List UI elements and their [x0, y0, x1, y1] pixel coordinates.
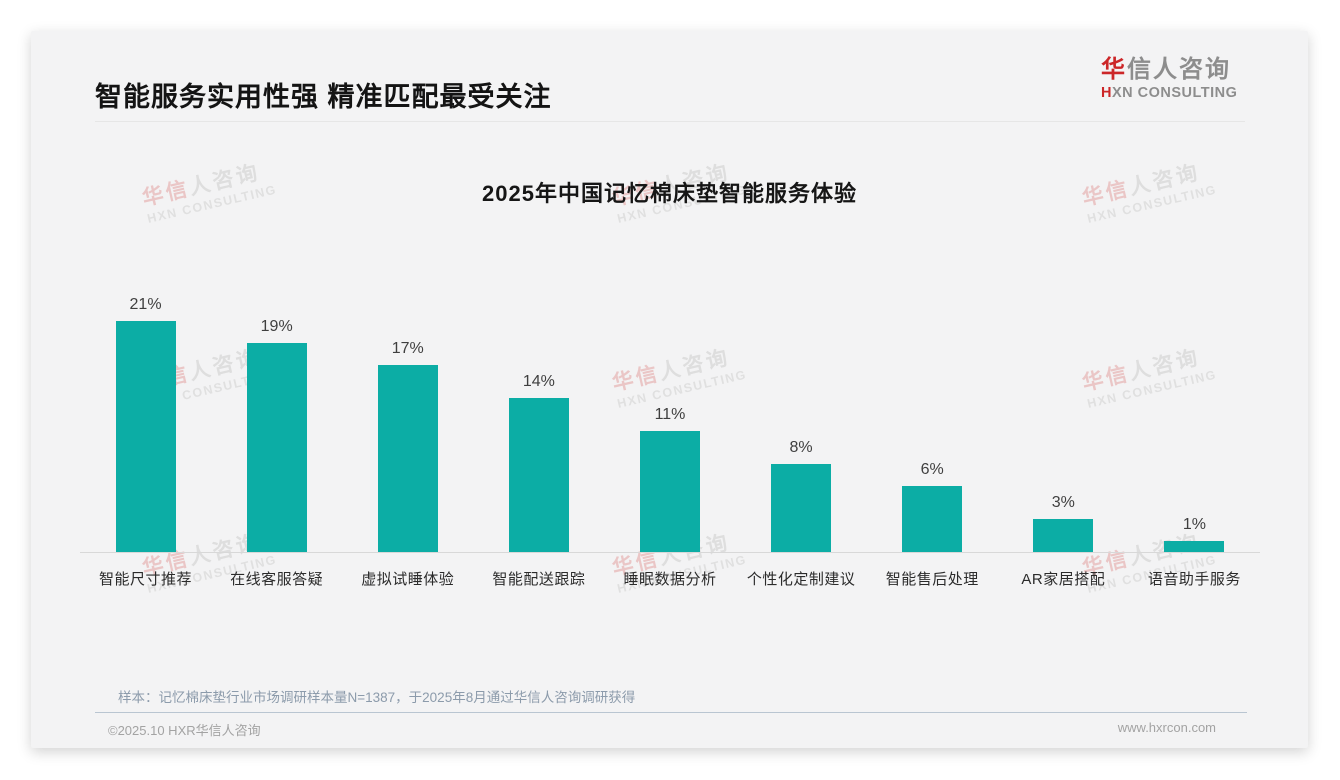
bar-category-label: 智能配送跟踪	[492, 571, 586, 588]
bar-column: 14%	[473, 373, 604, 552]
bar-value-label: 3%	[1051, 494, 1075, 511]
bar-column: 11%	[604, 406, 735, 552]
brand-logo-english: HXN CONSULTING	[1101, 85, 1238, 102]
bar	[508, 398, 569, 552]
bar-category-label: 虚拟试睡体验	[361, 571, 455, 588]
brand-logo: 华信人咨询 HXN CONSULTING	[1101, 56, 1238, 102]
bar-value-label: 21%	[129, 296, 162, 313]
bar-value-label: 6%	[920, 461, 944, 478]
bar-column: 8%	[736, 439, 867, 552]
chart-labels: 智能尺寸推荐 在线客服答疑 虚拟试睡体验 智能配送跟踪 睡眠数据分析 个性化定制建议 智能售…	[80, 554, 1260, 589]
bar-column: 1%	[1129, 516, 1260, 552]
brand-logo-en-rest: XN CONSULTING	[1111, 85, 1238, 102]
bar-category-label: 个性化定制建议	[746, 571, 856, 588]
page-title: 智能服务实用性强 精准匹配最受关注	[95, 82, 552, 112]
header-divider	[95, 121, 1245, 122]
bar-value-label: 19%	[260, 318, 293, 335]
bar-value-label: 17%	[391, 340, 424, 357]
sample-note: 样本：记忆棉床垫行业市场调研样本量N=1387，于2025年8月通过华信人咨询调…	[118, 690, 636, 705]
bar	[115, 321, 176, 552]
chart-title: 2025年中国记忆棉床垫智能服务体验	[482, 181, 857, 206]
brand-logo-cn-rest: 信人咨询	[1127, 56, 1231, 83]
bar-category-label: 在线客服答疑	[230, 571, 324, 588]
chart-plot: 21% 19% 17% 14% 11% 8% 6% 3% 1%	[80, 291, 1260, 553]
bar-category-label: 睡眠数据分析	[623, 571, 717, 588]
copyright-text: ©2025.10 HXR华信人咨询	[108, 723, 261, 738]
bar	[246, 343, 307, 552]
footer-divider	[95, 712, 1247, 713]
bar-column: 17%	[342, 340, 473, 552]
bar-category-label: 智能售后处理	[885, 571, 979, 588]
brand-logo-chinese: 华信人咨询	[1101, 56, 1237, 83]
bar-category-label: AR家居搭配	[1021, 571, 1106, 588]
bar-column: 21%	[80, 296, 211, 552]
bar	[377, 365, 438, 552]
bar-column: 6%	[867, 461, 998, 552]
website-text: www.hxrcon.com	[1117, 720, 1216, 735]
bar-category-label: 语音助手服务	[1147, 571, 1241, 588]
bar	[902, 486, 963, 552]
bar-value-label: 1%	[1182, 516, 1206, 533]
bar-value-label: 11%	[654, 406, 686, 423]
bar	[1164, 541, 1225, 552]
bar-column: 3%	[998, 494, 1129, 552]
bar-value-label: 8%	[789, 439, 813, 456]
bar-column: 19%	[211, 318, 342, 552]
bar-value-label: 14%	[522, 373, 555, 390]
bar	[771, 464, 832, 552]
bar-category-label: 智能尺寸推荐	[99, 571, 193, 588]
bar	[1033, 519, 1094, 552]
brand-logo-en-accent: H	[1101, 85, 1112, 102]
brand-logo-cn-accent: 华	[1101, 56, 1127, 83]
bar	[639, 431, 700, 552]
slide-card: 智能服务实用性强 精准匹配最受关注 华信人咨询 HXN CONSULTING 华…	[31, 31, 1308, 748]
